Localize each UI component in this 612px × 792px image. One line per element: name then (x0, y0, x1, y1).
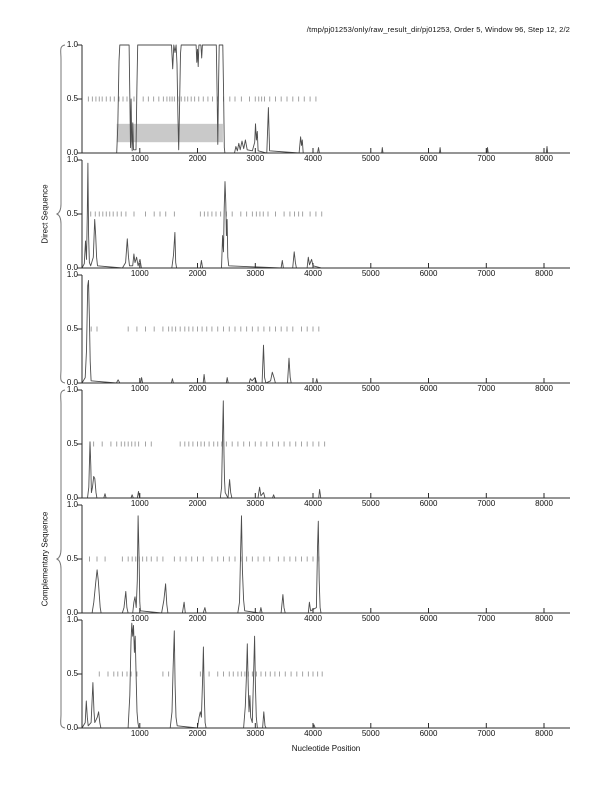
x-tick-label: 2000 (188, 729, 207, 738)
x-tick-label: 4000 (304, 499, 322, 508)
x-tick-label: 7000 (477, 384, 496, 393)
x-tick-label: 1000 (130, 729, 149, 738)
x-tick-label: 2000 (188, 499, 207, 508)
x-tick-label: 1000 (130, 614, 149, 623)
y-tick-label: 0.5 (66, 669, 78, 678)
x-tick-label: 4000 (304, 614, 322, 623)
x-tick-label: 2000 (188, 614, 207, 623)
x-tick-label: 4000 (304, 154, 322, 163)
x-tick-label: 7000 (477, 154, 496, 163)
y-tick-label: 1.0 (66, 40, 78, 49)
y-tick-label: 1.0 (66, 615, 78, 624)
x-tick-label: 8000 (535, 384, 553, 393)
x-tick-label: 7000 (477, 614, 496, 623)
probability-curve (81, 279, 570, 384)
y-tick-label: 0.5 (66, 324, 78, 333)
x-tick-label: 1000 (130, 269, 149, 278)
x-tick-label: 2000 (188, 384, 207, 393)
panel-complementary-frame-1: 1.0 0.5 0.0 1000 2000 3000 4000 5000 6000 7000 800… (67, 385, 570, 508)
x-tick-label: 6000 (419, 154, 438, 163)
panel-plot (77, 389, 570, 499)
panel-direct-frame-2: 1.0 0.5 0.0 1000 2000 3000 4000 5000 6000 7000 800… (67, 155, 570, 278)
x-tick-label: 3000 (246, 729, 265, 738)
probability-curve (82, 44, 570, 154)
x-tick-label: 7000 (477, 499, 496, 508)
y-tick-label: 0.0 (66, 263, 78, 272)
x-tick-label: 6000 (419, 614, 438, 623)
x-tick-label: 5000 (361, 729, 380, 738)
x-tick-label: 5000 (361, 614, 380, 623)
panel-plot (77, 44, 570, 154)
x-tick-label: 3000 (246, 154, 265, 163)
x-tick-label: 1000 (130, 499, 149, 508)
x-tick-label: 2000 (188, 269, 207, 278)
y-tick-label: 0.0 (66, 608, 78, 617)
x-tick-label: 5000 (361, 499, 380, 508)
panel-direct-frame-3: 1.0 0.5 0.0 1000 2000 3000 4000 5000 6000 7000 800… (67, 270, 570, 393)
x-tick-label: 6000 (419, 499, 438, 508)
x-axis-title: Nucleotide Position (291, 744, 361, 753)
x-tick-label: 7000 (477, 269, 496, 278)
y-tick-label: 0.0 (66, 493, 78, 502)
x-tick-label: 3000 (246, 269, 265, 278)
y-tick-label: 0.0 (66, 148, 78, 157)
panel-plot (77, 274, 570, 384)
x-tick-label: 7000 (477, 729, 496, 738)
y-tick-label: 1.0 (66, 385, 78, 394)
x-tick-label: 8000 (535, 269, 553, 278)
x-tick-label: 5000 (361, 154, 380, 163)
x-tick-label: 3000 (246, 499, 265, 508)
x-tick-label: 8000 (535, 729, 553, 738)
x-tick-label: 3000 (246, 614, 265, 623)
y-tick-label: 0.5 (66, 209, 78, 218)
x-tick-label: 1000 (130, 384, 149, 393)
y-tick-label: 1.0 (66, 270, 78, 279)
probability-curve (81, 622, 570, 729)
panel-complementary-frame-2: 1.0 0.5 0.0 1000 2000 3000 4000 5000 6000 7000 800… (67, 500, 570, 623)
y-tick-label: 1.0 (66, 500, 78, 509)
panel-direct-frame-1: 1.0 0.5 0.0 1000 2000 3000 4000 5000 6000 7000 800… (67, 40, 570, 163)
probability-curve (81, 162, 570, 269)
probability-curve (82, 515, 570, 614)
panel-plot (77, 619, 570, 729)
x-tick-label: 4000 (304, 269, 322, 278)
x-tick-label: 6000 (419, 729, 438, 738)
highlight-band (116, 123, 223, 143)
y-tick-label: 0.5 (66, 94, 78, 103)
direct-sequence-label: Direct Sequence (40, 184, 50, 244)
y-tick-label: 0.0 (66, 723, 78, 732)
group-brace (55, 44, 66, 384)
y-tick-label: 1.0 (66, 155, 78, 164)
plot-title: /tmp/pj01253/only/raw_result_dir/pj01253… (306, 25, 570, 34)
panel-plot (77, 159, 570, 269)
panel-plot (77, 504, 570, 614)
x-tick-label: 8000 (535, 614, 553, 623)
x-tick-label: 4000 (304, 729, 322, 738)
x-tick-label: 8000 (535, 154, 553, 163)
x-tick-label: 8000 (535, 499, 553, 508)
x-tick-label: 5000 (361, 269, 380, 278)
group-brace (55, 389, 66, 729)
panel-complementary-frame-3: 1.0 0.5 0.0 1000 2000 3000 4000 5000 6000 7000 800… (67, 615, 570, 738)
x-tick-label: 5000 (361, 384, 380, 393)
probability-curve (82, 400, 570, 499)
y-tick-label: 0.5 (66, 439, 78, 448)
x-tick-label: 3000 (246, 384, 265, 393)
x-tick-label: 6000 (419, 384, 438, 393)
group-braces (55, 44, 66, 729)
x-tick-label: 2000 (188, 154, 207, 163)
complementary-sequence-label: Complementary Sequence (40, 511, 50, 607)
y-tick-label: 0.0 (66, 378, 78, 387)
x-tick-label: 1000 (130, 154, 149, 163)
y-tick-label: 0.5 (66, 554, 78, 563)
x-tick-label: 4000 (304, 384, 322, 393)
x-tick-label: 6000 (419, 269, 438, 278)
